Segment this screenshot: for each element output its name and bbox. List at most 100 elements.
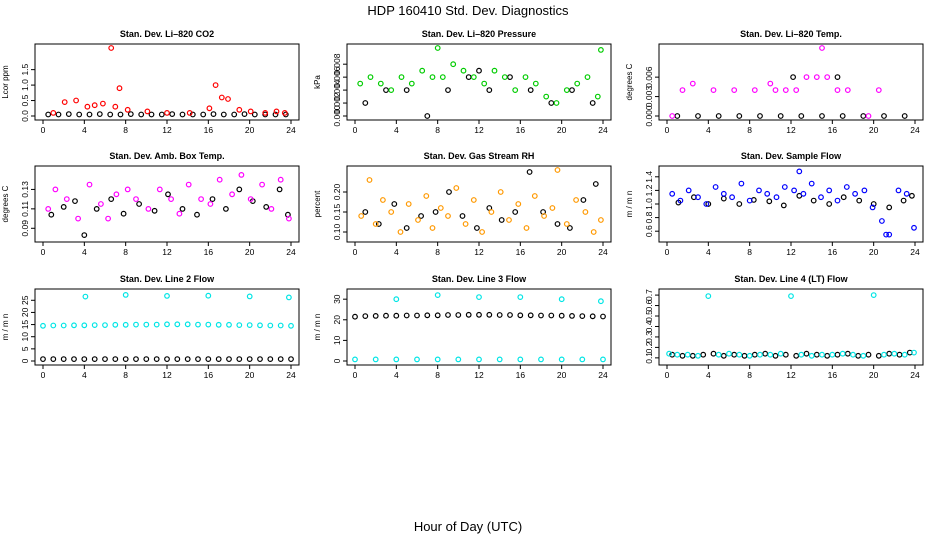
data-point (712, 184, 719, 190)
data-point (366, 177, 373, 183)
series-line-3-flow (352, 292, 606, 363)
data-point (720, 352, 727, 359)
data-point (909, 192, 915, 199)
data-point (465, 74, 472, 80)
data-point (122, 292, 129, 298)
data-point (580, 197, 587, 203)
series-background (362, 169, 599, 231)
data-point (574, 80, 581, 87)
data-point (176, 210, 183, 217)
series-gas-stream-RH (358, 167, 604, 235)
data-point (198, 196, 205, 203)
data-point (715, 113, 722, 119)
data-point (60, 322, 67, 329)
data-point (834, 197, 841, 204)
x-tick-label: 0 (353, 125, 358, 135)
data-point (164, 293, 170, 299)
data-point (470, 197, 477, 203)
data-point (751, 351, 758, 358)
data-point (860, 113, 867, 119)
data-point (133, 356, 139, 363)
data-point (549, 205, 556, 211)
chart-panel-8: Stan. Dev. Line 3 Flow 0 4 8 12 16 20 24 0 10 20 30… (313, 274, 612, 380)
y-tick-label: 1.4 (644, 171, 654, 183)
data-point (238, 171, 245, 178)
data-point (584, 74, 591, 80)
data-point (844, 350, 851, 357)
data-point (788, 293, 794, 300)
data-point (414, 356, 420, 363)
x-tick-label: 4 (706, 247, 711, 257)
y-tick-label: 0.000 (332, 105, 342, 127)
data-point (393, 312, 400, 319)
data-point (388, 87, 395, 93)
chart-panel-2: Stan. Dev. Li–820 Pressure 0 4 8 12 16 20 24 0.0… (313, 29, 612, 135)
y-tick-label: 0.8 (644, 211, 654, 223)
data-point (756, 187, 762, 194)
series-line-2-flow (40, 292, 294, 329)
x-tick-label: 20 (245, 247, 255, 257)
y-axis-label: m / m n (313, 314, 322, 341)
data-point (891, 350, 898, 357)
data-point (108, 45, 115, 51)
data-point (720, 195, 727, 202)
data-point (424, 312, 431, 319)
data-point (726, 350, 732, 357)
data-point (757, 351, 763, 358)
y-tick-label: 0.20 (332, 183, 342, 200)
data-point (383, 312, 389, 319)
data-point (517, 356, 524, 363)
data-point (527, 87, 534, 93)
y-tick-label: 0 (332, 358, 342, 363)
data-point (419, 67, 426, 74)
data-point (267, 322, 274, 329)
data-point (715, 351, 722, 358)
data-point (543, 93, 550, 100)
data-point (679, 352, 686, 359)
y-tick-label: 0 (20, 358, 30, 363)
data-point (60, 203, 67, 210)
data-point (212, 82, 219, 88)
data-point (777, 113, 784, 119)
data-point (288, 356, 294, 363)
data-point (174, 321, 181, 328)
data-point (563, 221, 570, 227)
data-point (798, 113, 805, 119)
data-point (523, 225, 530, 231)
data-point (782, 87, 789, 93)
data-point (869, 204, 876, 211)
data-point (362, 100, 369, 106)
y-tick-label: 1.0 (644, 198, 654, 210)
y-tick-label: 0.008 (332, 53, 342, 75)
data-point (462, 221, 469, 227)
data-point (273, 108, 280, 115)
data-point (405, 201, 412, 207)
chart-title: Stan. Dev. Amb. Box Temp. (109, 151, 224, 161)
data-point (63, 196, 70, 203)
x-tick-label: 20 (557, 370, 567, 380)
data-point (886, 350, 893, 357)
data-point (767, 80, 774, 87)
data-point (186, 109, 193, 116)
data-point (397, 229, 404, 235)
data-point (418, 213, 425, 219)
data-point (267, 356, 274, 363)
data-point (247, 108, 254, 115)
data-point (738, 180, 745, 187)
data-point (558, 356, 565, 363)
data-point (751, 87, 758, 93)
data-point (97, 201, 104, 207)
data-point (455, 356, 462, 363)
data-point (517, 294, 524, 301)
data-point (65, 111, 72, 117)
data-point (598, 298, 604, 305)
data-point (798, 351, 805, 358)
data-point (247, 196, 254, 203)
x-tick-label: 24 (910, 370, 920, 380)
data-point (481, 80, 488, 87)
data-point (241, 111, 248, 117)
data-point (558, 312, 565, 319)
y-tick-label: 0.006 (332, 66, 342, 88)
data-point (881, 351, 887, 358)
